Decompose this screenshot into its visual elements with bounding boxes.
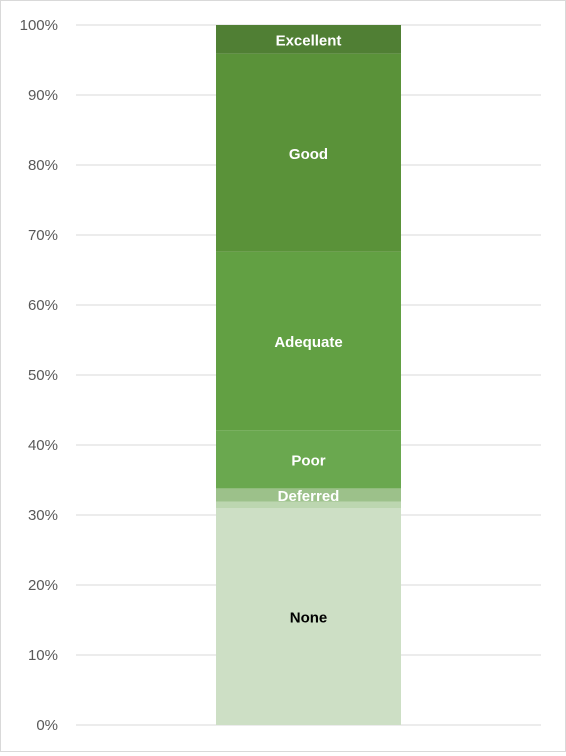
- bar-segment-none: [216, 508, 401, 725]
- y-tick-label: 60%: [28, 297, 58, 314]
- bar-segment-deferred: [216, 488, 401, 502]
- segment-label-deferred: Deferred: [278, 488, 340, 505]
- y-tick-label: 50%: [28, 367, 58, 384]
- bar-segment-unlabeled: [216, 501, 401, 508]
- bar-segment-good: [216, 53, 401, 252]
- bar-segment-poor: [216, 430, 401, 489]
- y-tick-label: 40%: [28, 437, 58, 454]
- y-tick-label: 20%: [28, 577, 58, 594]
- segment-label-adequate: Adequate: [274, 334, 342, 351]
- y-axis-labels: 0% 10% 20% 30% 40% 50% 60% 70% 80% 90% 100%: [20, 17, 58, 734]
- segment-label-poor: Poor: [291, 452, 325, 469]
- segment-label-excellent: Excellent: [276, 32, 342, 49]
- y-tick-label: 70%: [28, 227, 58, 244]
- bar-segments: [216, 25, 401, 725]
- bar-segment-adequate: [216, 251, 401, 431]
- y-tick-label: 100%: [20, 17, 58, 34]
- segment-label-good: Good: [289, 146, 328, 163]
- bar-segment-excellent: [216, 25, 401, 54]
- y-tick-label: 10%: [28, 647, 58, 664]
- y-tick-label: 90%: [28, 87, 58, 104]
- y-tick-label: 30%: [28, 507, 58, 524]
- y-tick-label: 80%: [28, 157, 58, 174]
- y-tick-label: 0%: [36, 717, 58, 734]
- segment-labels: None Deferred Poor Adequate Good Excellent: [274, 32, 342, 626]
- segment-label-none: None: [290, 610, 328, 627]
